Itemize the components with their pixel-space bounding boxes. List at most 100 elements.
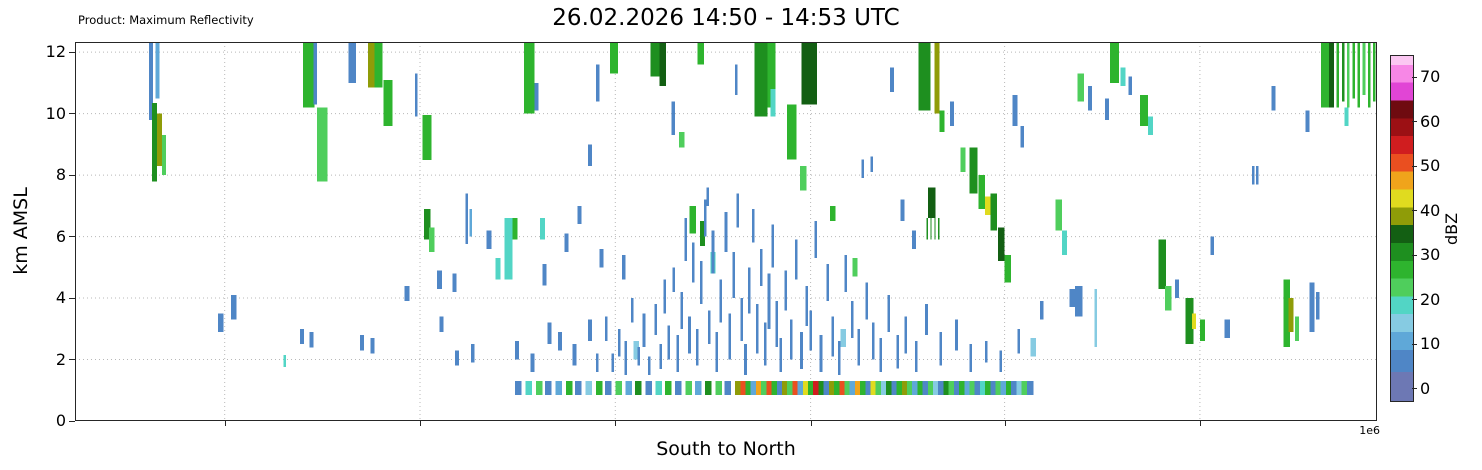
reflectivity-cell: [452, 273, 457, 292]
reflectivity-cell: [724, 381, 732, 395]
reflectivity-cell: [429, 227, 435, 252]
reflectivity-cell: [637, 347, 641, 366]
reflectivity-cell: [617, 328, 621, 357]
reflectivity-cell: [534, 82, 539, 111]
reflectivity-cell: [645, 381, 652, 395]
y-tick-label: 10: [45, 103, 66, 123]
reflectivity-cell: [679, 132, 685, 148]
reflectivity-cell: [801, 42, 818, 105]
reflectivity-cell: [317, 107, 328, 182]
reflectivity-cell: [309, 331, 314, 348]
reflectivity-cell: [871, 322, 875, 360]
x-tick-mark: [1199, 421, 1201, 426]
reflectivity-cell: [512, 218, 518, 240]
reflectivity-cell: [535, 381, 543, 395]
colorbar: [1390, 55, 1414, 402]
reflectivity-cell: [763, 322, 767, 366]
reflectivity-cell: [414, 73, 418, 117]
colorbar-tick-label: 20: [1420, 289, 1441, 309]
reflectivity-cell: [1005, 381, 1013, 395]
reflectivity-cell: [1164, 285, 1172, 311]
reflectivity-cell: [1088, 86, 1092, 111]
reflectivity-cell: [700, 221, 706, 246]
reflectivity-cell: [851, 301, 854, 338]
reflectivity-cell: [564, 233, 569, 252]
y-tick-label: 4: [55, 288, 66, 308]
reflectivity-cell: [964, 381, 971, 395]
reflectivity-cell: [770, 89, 776, 117]
reflectivity-cell: [854, 381, 862, 395]
reflectivity-cell: [348, 42, 357, 83]
reflectivity-cell: [808, 381, 815, 395]
reflectivity-cell: [1192, 313, 1196, 329]
reflectivity-cell: [955, 319, 958, 351]
reflectivity-cell: [927, 381, 935, 395]
colorbar-tick-mark: [1412, 121, 1417, 123]
reflectivity-cell: [914, 341, 918, 372]
reflectivity-cell: [675, 381, 682, 395]
reflectivity-cell: [1271, 86, 1276, 111]
reflectivity-cell: [787, 104, 797, 160]
reflectivity-cell: [663, 279, 667, 314]
reflectivity-cell: [805, 285, 808, 326]
reflectivity-cell: [779, 338, 782, 372]
reflectivity-cell: [1344, 107, 1349, 126]
reflectivity-cell: [1074, 285, 1083, 317]
reflectivity-cell: [797, 381, 805, 395]
reflectivity-cell: [759, 248, 763, 286]
reflectivity-cell: [689, 205, 696, 234]
colorbar-tick-label: 60: [1420, 111, 1441, 131]
reflectivity-cell: [1128, 76, 1133, 96]
reflectivity-cell: [938, 218, 940, 240]
reflectivity-cell: [782, 381, 789, 395]
reflectivity-cell: [1055, 199, 1062, 231]
reflectivity-cell: [715, 331, 719, 372]
reflectivity-cell: [696, 328, 699, 366]
reflectivity-cell: [1158, 239, 1167, 289]
reflectivity-cell: [1094, 288, 1098, 348]
reflectivity-cell: [789, 319, 793, 360]
reflectivity-cell: [367, 42, 375, 88]
reflectivity-cell: [437, 270, 443, 289]
reflectivity-cell: [870, 156, 874, 173]
reflectivity-cell: [231, 295, 237, 320]
reflectivity-cell: [740, 298, 743, 341]
reflectivity-cell: [860, 381, 867, 395]
reflectivity-cell: [870, 381, 877, 395]
reflectivity-cell: [852, 258, 858, 277]
reflectivity-cell: [659, 42, 667, 86]
reflectivity-cell: [1357, 42, 1361, 108]
reflectivity-cell: [615, 381, 622, 395]
reflectivity-cell: [515, 341, 519, 360]
reflectivity-cell: [1000, 381, 1008, 395]
colorbar-tick-label: 70: [1420, 67, 1441, 87]
reflectivity-cell: [588, 144, 592, 166]
reflectivity-cell: [604, 316, 608, 342]
y-tick-mark: [69, 51, 75, 53]
reflectivity-cell: [744, 344, 747, 375]
reflectivity-cell: [865, 381, 872, 395]
reflectivity-cell: [654, 304, 657, 335]
reflectivity-cell: [934, 218, 936, 240]
reflectivity-cell: [922, 381, 930, 395]
reflectivity-cell: [925, 304, 928, 335]
reflectivity-cell: [588, 319, 592, 342]
y-tick-mark: [69, 297, 75, 299]
reflectivity-cell: [792, 381, 799, 395]
reflectivity-cell: [766, 381, 773, 395]
reflectivity-cell: [840, 328, 846, 348]
reflectivity-cell: [985, 381, 992, 395]
colorbar-tick-label: 10: [1420, 334, 1441, 354]
reflectivity-cell: [802, 381, 810, 395]
reflectivity-cell: [1011, 381, 1018, 395]
reflectivity-cell: [439, 316, 444, 332]
grid-lines: [75, 42, 1377, 421]
reflectivity-cell: [470, 344, 475, 363]
reflectivity-cell: [558, 331, 562, 351]
reflectivity-cell: [974, 381, 982, 395]
reflectivity-cell: [795, 239, 798, 280]
reflectivity-cell: [595, 353, 599, 372]
y-tick-label: 2: [55, 349, 66, 369]
reflectivity-cell: [633, 341, 639, 360]
reflectivity-cell: [1077, 73, 1084, 102]
